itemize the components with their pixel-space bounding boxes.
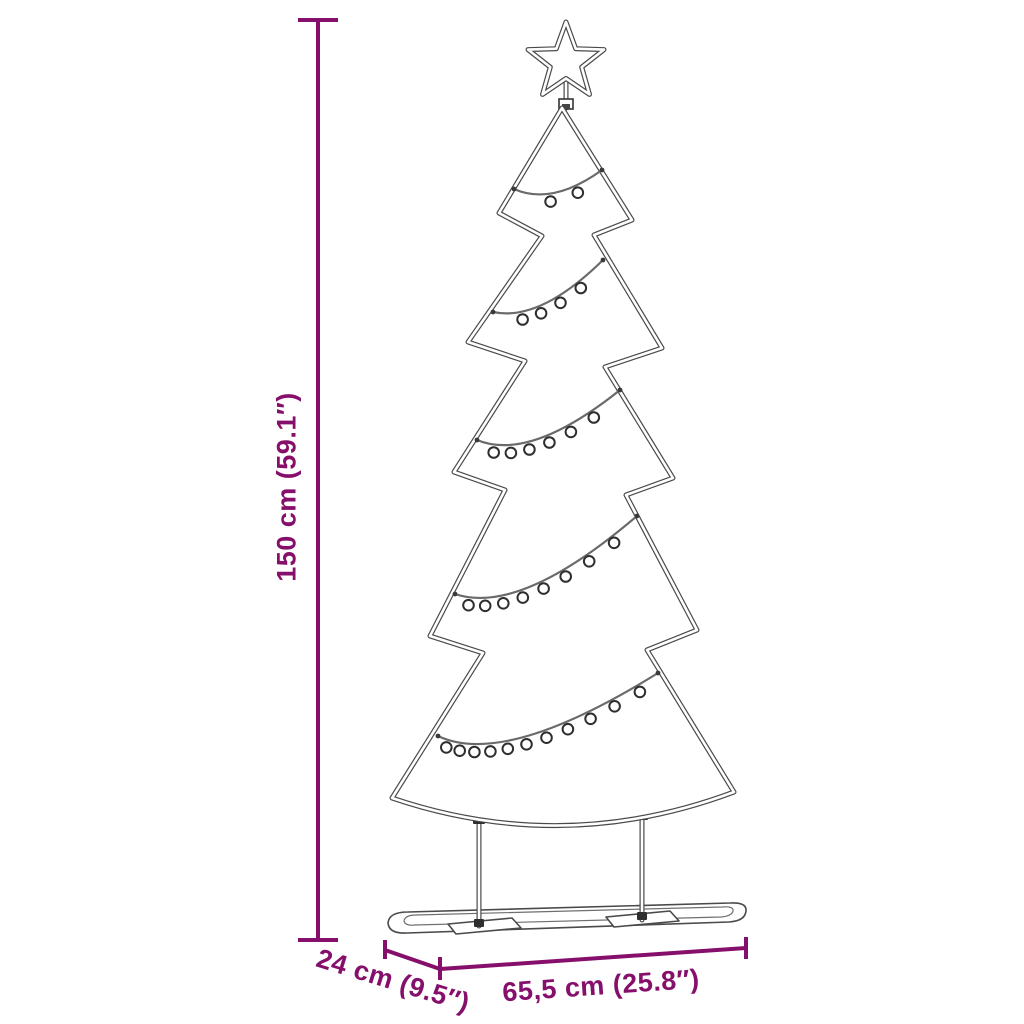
light-bulb-icon	[487, 446, 501, 459]
light-bulb-icon	[607, 536, 621, 550]
light-bulb-icon	[484, 745, 497, 758]
tree-outline-highlight	[390, 106, 736, 827]
light-bulb-icon	[501, 742, 515, 756]
garland-attach-dot	[435, 733, 441, 739]
garland-attach-dot	[617, 387, 623, 393]
light-bulb-icon	[584, 712, 597, 726]
depth-dimension-line	[384, 948, 441, 971]
light-bulb-icon	[544, 195, 557, 208]
garland-attach-dot	[490, 309, 496, 315]
light-bulb-icon	[516, 313, 529, 326]
garland-attach-dot	[655, 670, 661, 676]
garland-attach-dot	[474, 437, 480, 443]
base-inner-line	[403, 906, 734, 926]
light-bulb-icon	[564, 425, 578, 439]
light-bulb-icon	[571, 186, 585, 199]
rod-foot-right-icon	[637, 912, 647, 920]
light-bulb-icon	[540, 731, 553, 745]
star-icon-highlight	[526, 20, 606, 96]
light-bulb-icon	[554, 296, 567, 310]
garland-attach-dot	[600, 257, 606, 263]
light-bulb-icon	[523, 443, 536, 456]
light-bulb-icon	[516, 591, 530, 604]
light-bulb-icon	[633, 685, 647, 699]
star-clamp-detail	[562, 104, 570, 109]
tree-silhouette	[389, 105, 737, 829]
light-bulb-icon	[534, 307, 548, 320]
height-dimension-label: 150 cm (59.1″)	[271, 392, 302, 582]
garland-attach-dot	[634, 513, 640, 519]
garland-attach-dot	[599, 167, 605, 173]
base-mount-plate-left	[447, 917, 522, 935]
light-bulb-icon	[453, 744, 467, 758]
light-bulb-icon	[537, 582, 550, 595]
garland-string	[437, 672, 659, 746]
light-bulb-icon	[608, 700, 621, 713]
garland-string	[513, 169, 603, 196]
light-bulb-icon	[468, 745, 481, 759]
light-bulb-icon	[561, 722, 575, 736]
light-bulb-icon	[497, 597, 510, 610]
light-bulb-icon	[582, 555, 596, 568]
width-dimension-line	[439, 946, 747, 971]
light-bulb-icon	[543, 436, 556, 449]
light-bulb-icon	[520, 738, 533, 751]
light-bulb-icon	[462, 598, 475, 612]
garland-string	[454, 515, 638, 600]
garland-string	[492, 259, 604, 315]
light-bulb-icon	[478, 599, 492, 613]
light-garlands	[435, 167, 661, 759]
dimension-lines	[298, 18, 748, 980]
garland-string	[476, 389, 621, 447]
base-plate	[387, 902, 747, 935]
light-bulb-icon	[440, 741, 453, 754]
light-bulb-icon	[574, 281, 588, 295]
garland-attach-dot	[452, 591, 458, 597]
star-topper	[525, 19, 607, 111]
light-bulb-icon	[504, 446, 518, 460]
light-bulb-icon	[587, 411, 601, 424]
garland-attach-dot	[511, 186, 517, 192]
light-bulb-icon	[559, 570, 573, 583]
rod-foot-left-icon	[474, 919, 484, 927]
